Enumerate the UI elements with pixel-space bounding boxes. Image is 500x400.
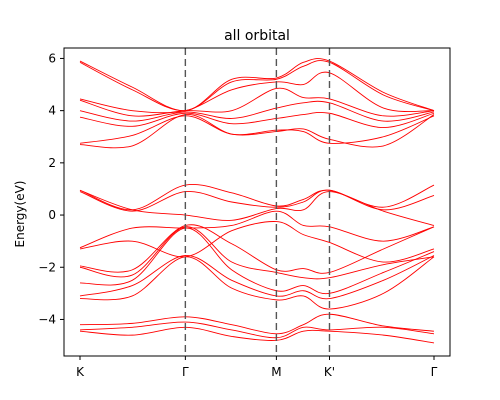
y-tick-label: 4 — [48, 104, 56, 118]
band-21 — [79, 58, 435, 112]
x-tick-label: K' — [324, 365, 335, 379]
x-tick-label: Γ — [431, 365, 438, 379]
y-tick-label: 6 — [48, 51, 56, 65]
y-tick-label: 0 — [48, 208, 56, 222]
band-17 — [79, 100, 435, 122]
band-09 — [79, 221, 435, 263]
x-tick-label: M — [271, 365, 281, 379]
chart-title: all orbital — [224, 28, 290, 44]
x-tick-label: Γ — [182, 365, 189, 379]
y-axis-ticks: −4 −2 0 2 4 6 — [38, 51, 64, 326]
y-tick-label: 2 — [48, 156, 56, 170]
band-10 — [79, 210, 435, 249]
band-04 — [79, 256, 435, 310]
x-axis-ticks: K Γ M K' Γ — [76, 356, 438, 379]
band-06 — [79, 227, 435, 295]
y-tick-label: −4 — [38, 312, 56, 326]
band-08 — [79, 224, 435, 274]
band-03 — [79, 313, 435, 335]
kpoint-separators — [184, 48, 331, 356]
y-axis-label: Energy(eV) — [13, 181, 27, 248]
band-lines — [79, 58, 435, 344]
x-tick-label: K — [76, 365, 85, 379]
band-11 — [79, 189, 435, 226]
plot-frame — [63, 47, 451, 357]
band-20 — [79, 60, 435, 112]
band-15 — [79, 114, 435, 149]
band-14 — [79, 115, 435, 144]
band-16 — [79, 111, 435, 129]
band-07 — [79, 226, 435, 280]
y-tick-label: −2 — [38, 260, 56, 274]
band-18 — [79, 87, 435, 117]
